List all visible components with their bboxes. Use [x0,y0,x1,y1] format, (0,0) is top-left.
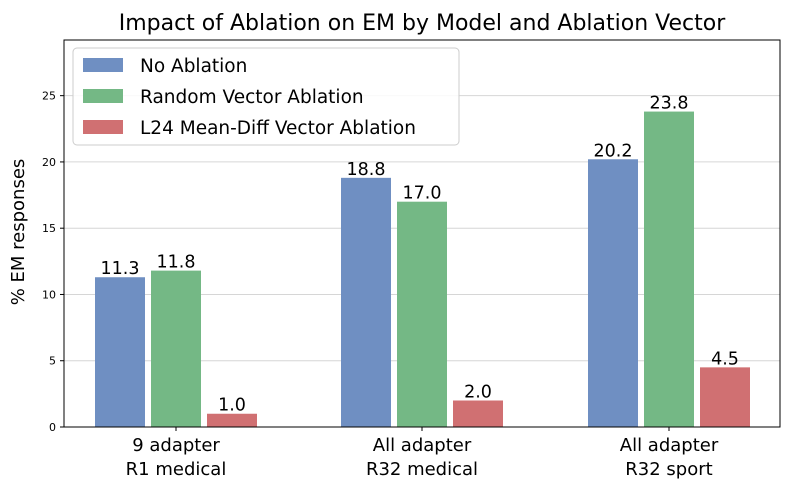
legend-swatch [83,120,123,134]
bar-value-label: 2.0 [464,382,492,402]
chart-title: Impact of Ablation on EM by Model and Ab… [119,11,727,36]
legend-swatch [83,58,123,72]
bar [95,277,145,427]
bar [453,400,503,427]
x-tick-label: R32 medical [366,459,478,480]
bar-value-label: 18.8 [347,160,386,180]
legend-label: No Ablation [140,56,247,77]
bar [397,201,447,427]
x-tick-label: All adapter [373,435,472,456]
y-tick-label: 25 [42,90,56,103]
bar [207,413,257,427]
bar-value-label: 11.3 [101,259,140,279]
bar-value-label: 11.8 [157,253,196,273]
x-tick-label: R1 medical [126,459,227,480]
y-axis-label: % EM responses [8,159,29,306]
y-tick-label: 20 [42,156,56,169]
y-tick-label: 5 [49,355,56,368]
y-tick-label: 0 [49,421,56,434]
bar-value-label: 17.0 [403,184,442,204]
bar [151,270,201,427]
bar-value-label: 4.5 [711,349,739,369]
legend-swatch [83,89,123,103]
y-tick-label: 15 [42,222,56,235]
bar [644,111,694,428]
bar-value-label: 23.8 [650,94,689,114]
legend-label: Random Vector Ablation [140,87,364,108]
bar [588,159,638,427]
legend: No Ablation Random Vector Ablation L24 Mea… [72,47,460,146]
x-tick-label: 9 adapter [132,435,220,456]
bar [700,367,750,427]
x-axis-ticks: 9 adapter R1 medical All adapter R32 medica… [126,427,719,480]
x-tick-label: All adapter [620,435,719,456]
legend-box [72,47,460,146]
y-axis-ticks: 0 5 10 15 20 25 [42,90,64,434]
bar [341,177,391,427]
bar-value-label: 1.0 [218,396,246,416]
bars [95,111,750,428]
data-labels: 11.3 18.8 20.2 11.8 17.0 23.8 1.0 2.0 4.5 [101,94,739,416]
x-tick-label: R32 sport [625,459,712,480]
bar-value-label: 20.2 [594,141,633,161]
legend-label: L24 Mean-Diff Vector Ablation [140,118,416,139]
y-tick-label: 10 [42,288,56,301]
